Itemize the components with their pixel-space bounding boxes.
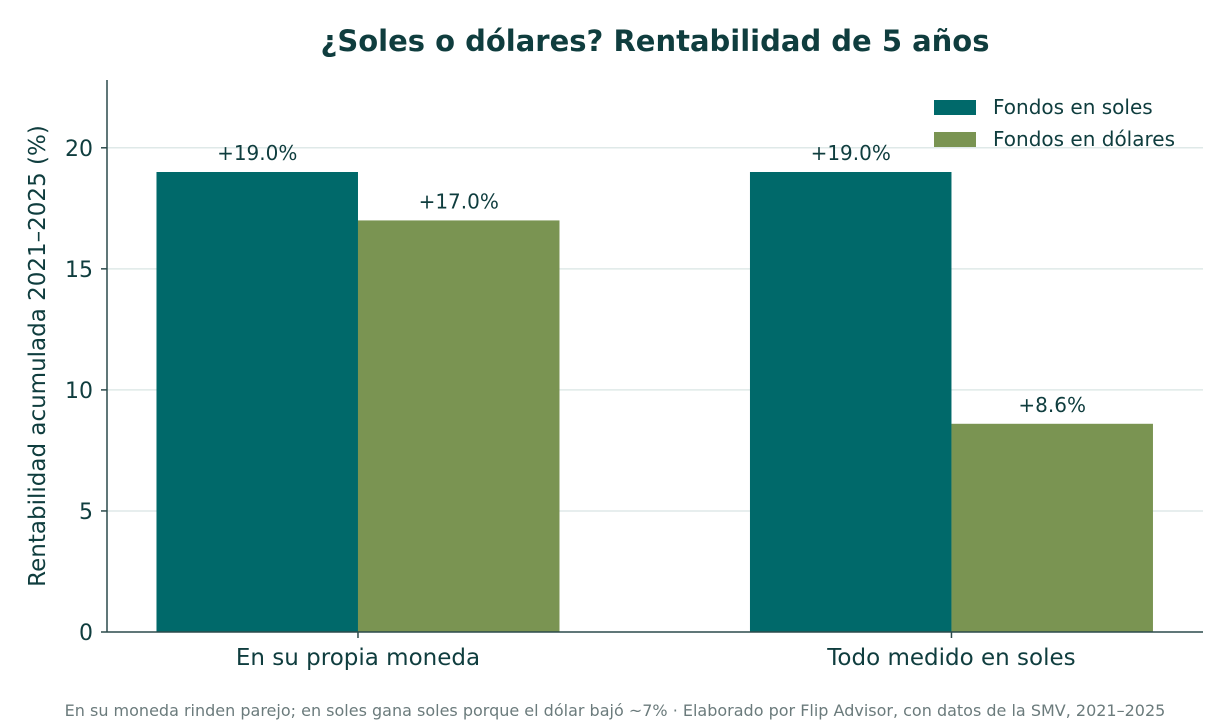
y-tick-label: 5 <box>79 500 93 525</box>
x-tick-label: Todo medido en soles <box>826 645 1075 671</box>
legend-label: Fondos en dólares <box>993 127 1175 151</box>
footer-note: En su moneda rinden parejo; en soles gan… <box>65 701 1166 720</box>
legend-swatch-dolares <box>934 132 976 147</box>
y-ticks: 0 5 10 15 20 <box>65 137 107 646</box>
y-tick-label: 20 <box>65 137 93 162</box>
legend-swatch-soles <box>934 100 976 115</box>
data-label: +19.0% <box>217 141 297 165</box>
data-labels: +19.0% +17.0% +19.0% +8.6% <box>217 141 1086 417</box>
axes <box>106 80 1203 633</box>
chart-title: ¿Soles o dólares? Rentabilidad de 5 años <box>321 24 990 58</box>
data-label: +17.0% <box>419 189 499 213</box>
data-label: +8.6% <box>1018 393 1086 417</box>
bar-dolares <box>951 423 1153 632</box>
x-tick-label: En su propia moneda <box>236 645 480 671</box>
y-tick-label: 15 <box>65 258 93 283</box>
y-tick-label: 0 <box>79 621 93 646</box>
bars <box>156 172 1153 632</box>
legend: Fondos en soles Fondos en dólares <box>934 95 1175 151</box>
x-ticks: En su propia moneda Todo medido en soles <box>236 632 1076 671</box>
y-axis-label: Rentabilidad acumulada 2021–2025 (%) <box>25 125 51 587</box>
bar-soles <box>156 172 358 632</box>
bar-soles <box>749 172 952 632</box>
legend-label: Fondos en soles <box>993 95 1153 119</box>
data-label: +19.0% <box>811 141 891 165</box>
bar-dolares <box>357 220 560 632</box>
y-tick-label: 10 <box>65 379 93 404</box>
